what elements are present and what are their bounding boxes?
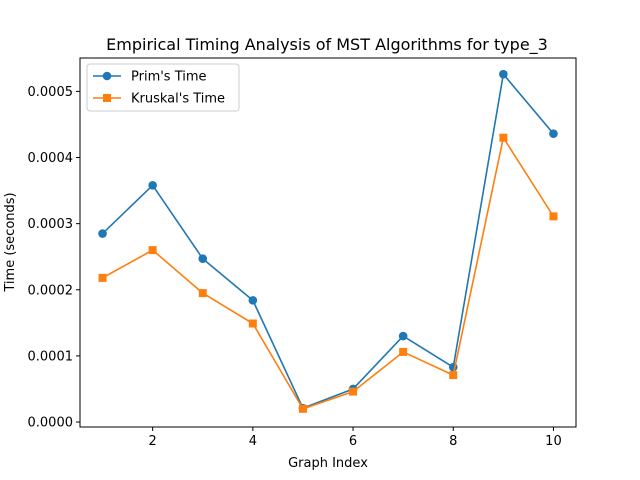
data-point-0 (398, 331, 408, 341)
data-point-1 (98, 273, 107, 282)
chart-title: Empirical Timing Analysis of MST Algorit… (106, 35, 548, 55)
data-point-1 (148, 246, 157, 255)
legend-marker-1 (103, 94, 111, 102)
data-point-0 (248, 296, 258, 305)
data-point-1 (549, 212, 558, 221)
data-point-0 (549, 129, 558, 139)
data-point-1 (449, 371, 458, 380)
y-tick-label: 0.0004 (28, 151, 74, 166)
legend-marker-0 (102, 71, 112, 81)
data-point-0 (98, 229, 107, 238)
data-point-1 (198, 289, 207, 298)
data-point-0 (198, 254, 208, 264)
x-axis: 2 4 6 8 10 (149, 427, 562, 449)
y-tick-label: 0.0003 (28, 217, 74, 232)
x-axis-label: Graph Index (288, 456, 368, 471)
series-line-1 (102, 136, 555, 410)
data-point-1 (298, 404, 307, 413)
x-tick-label: 8 (449, 434, 457, 449)
data-point-1 (349, 387, 358, 396)
data-point-1 (499, 133, 508, 142)
x-tick-label: 10 (545, 434, 562, 449)
legend-label-1: Kruskal's Time (131, 92, 225, 107)
data-point-0 (148, 180, 157, 190)
legend-label-0: Prim's Time (131, 70, 207, 85)
series-area (98, 69, 558, 413)
series-line-0 (101, 73, 555, 409)
y-tick-label: 0.0001 (28, 349, 74, 364)
y-axis: 0.0000 0.0001 0.0002 0.0003 0.0004 0.0005 (28, 85, 80, 431)
x-tick-label: 4 (249, 434, 257, 449)
legend-box (86, 63, 240, 112)
legend: Prim's Time Kruskal's Time (86, 63, 240, 112)
y-tick-label: 0.0002 (28, 283, 74, 298)
data-point-1 (248, 319, 257, 328)
y-tick-label: 0.0000 (28, 416, 74, 431)
x-tick-label: 6 (349, 434, 357, 449)
y-tick-label: 0.0005 (28, 85, 74, 100)
y-axis-label: Time (seconds) (3, 192, 18, 292)
x-tick-label: 2 (149, 434, 157, 449)
data-point-1 (399, 347, 408, 356)
plot-frame (79, 57, 577, 428)
data-point-0 (499, 69, 508, 79)
